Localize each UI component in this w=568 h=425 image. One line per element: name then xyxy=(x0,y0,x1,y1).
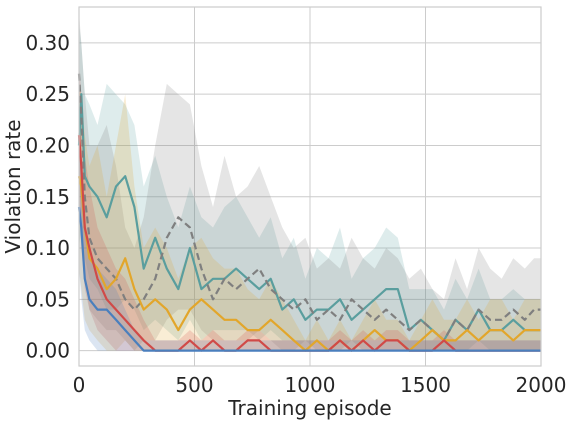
y-tick-label: 0.30 xyxy=(25,31,70,55)
x-tick-label: 500 xyxy=(175,373,213,397)
y-tick-label: 0.15 xyxy=(25,185,70,209)
y-tick-label: 0.20 xyxy=(25,133,70,157)
x-tick-label: 0 xyxy=(73,373,86,397)
y-tick-label: 0.00 xyxy=(25,339,70,363)
x-tick-label: 1000 xyxy=(285,373,336,397)
series-3-confidence-band xyxy=(79,63,541,351)
x-tick-label: 1500 xyxy=(400,373,451,397)
series-2-line xyxy=(77,175,541,352)
x-axis-label: Training episode xyxy=(227,396,392,420)
y-tick-label: 0.10 xyxy=(25,236,70,260)
y-tick-label: 0.25 xyxy=(25,82,70,106)
x-tick-label: 2000 xyxy=(516,373,567,397)
series-lines xyxy=(77,73,541,352)
series-2-confidence-band xyxy=(79,83,541,351)
y-tick-labels: 0.00 0.05 0.10 0.15 0.20 0.25 0.30 xyxy=(25,31,70,363)
y-tick-label: 0.05 xyxy=(25,287,70,311)
series-1-line xyxy=(77,73,541,342)
series-0-confidence-band xyxy=(79,22,541,351)
plot-frame xyxy=(78,6,542,367)
y-axis-label: Violation rate xyxy=(1,119,25,253)
series-4-line xyxy=(77,206,541,352)
x-tick-labels: 0 500 1000 1500 2000 xyxy=(73,373,567,397)
